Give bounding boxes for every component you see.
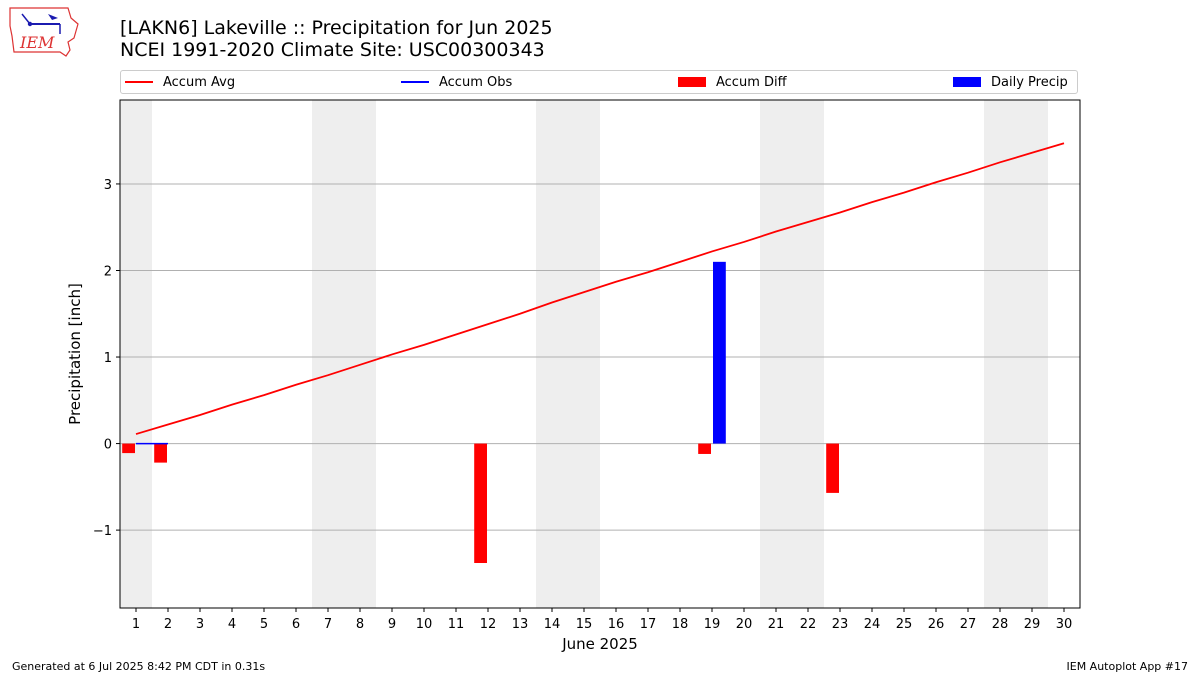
x-tick-label-24: 24: [864, 617, 881, 632]
weekend-band-21: [760, 100, 792, 608]
accum-diff-bar-12: [474, 443, 487, 563]
x-tick-label-3: 3: [196, 617, 204, 632]
legend-swatch-accum-diff: [678, 77, 706, 87]
x-tick-label-8: 8: [356, 617, 364, 632]
y-tick-label-3: 3: [104, 178, 112, 193]
x-tick-label-27: 27: [960, 617, 977, 632]
accum-diff-bar-1: [122, 443, 135, 454]
x-tick-label-1: 1: [132, 617, 140, 632]
x-tick-label-14: 14: [544, 617, 561, 632]
x-tick-label-18: 18: [672, 617, 689, 632]
weekend-band-8: [344, 100, 376, 608]
x-tick-label-25: 25: [896, 617, 913, 632]
legend-item-daily-precip: Daily Precip: [953, 71, 1068, 93]
x-tick-label-21: 21: [768, 617, 785, 632]
x-tick-label-15: 15: [576, 617, 593, 632]
generated-timestamp: Generated at 6 Jul 2025 8:42 PM CDT in 0…: [12, 660, 266, 673]
x-tick-label-2: 2: [164, 617, 172, 632]
x-tick-label-13: 13: [512, 617, 529, 632]
x-tick-label-26: 26: [928, 617, 945, 632]
x-tick-label-16: 16: [608, 617, 625, 632]
x-tick-label-11: 11: [448, 617, 465, 632]
weekend-band-1: [120, 100, 152, 608]
weekend-band-15: [568, 100, 600, 608]
weekend-band-28: [984, 100, 1016, 608]
legend-swatch-daily-precip: [953, 77, 981, 87]
x-tick-label-9: 9: [388, 617, 396, 632]
x-tick-label-19: 19: [704, 617, 721, 632]
accum-diff-bar-23: [826, 443, 839, 493]
y-tick-label-0: 0: [104, 438, 112, 453]
weekend-band-7: [312, 100, 344, 608]
weekend-band-22: [792, 100, 824, 608]
x-tick-label-29: 29: [1024, 617, 1041, 632]
accum-avg-line: [135, 142, 1065, 435]
accum-diff-bar-2: [154, 443, 167, 463]
plot-frame: [119, 99, 1081, 609]
legend-label-accum-diff: Accum Diff: [716, 74, 787, 90]
y-axis-label: Precipitation [inch]: [66, 283, 84, 425]
y-tick-label-2: 2: [104, 264, 112, 279]
x-tick-label-4: 4: [228, 617, 236, 632]
chart-legend: Accum Avg Accum Obs Accum Diff Daily Pre…: [120, 70, 1078, 94]
x-tick-label-30: 30: [1056, 617, 1073, 632]
legend-item-accum-obs: Accum Obs: [401, 71, 512, 93]
accum-diff-bar-19: [698, 443, 711, 454]
logo-text: IEM: [19, 33, 55, 52]
legend-item-accum-avg: Accum Avg: [125, 71, 235, 93]
y-tick-label-1: 1: [104, 351, 112, 366]
x-tick-label-20: 20: [736, 617, 753, 632]
legend-label-accum-avg: Accum Avg: [163, 74, 236, 90]
weekend-band-29: [1016, 100, 1048, 608]
daily-precip-bar-19: [713, 261, 726, 444]
legend-swatch-accum-avg: [125, 81, 153, 83]
autoplot-app-label: IEM Autoplot App #17: [1066, 660, 1189, 673]
x-tick-label-22: 22: [800, 617, 817, 632]
legend-label-accum-obs: Accum Obs: [439, 74, 513, 90]
x-tick-label-12: 12: [480, 617, 497, 632]
x-tick-label-28: 28: [992, 617, 1009, 632]
weekend-band-14: [536, 100, 568, 608]
x-tick-label-23: 23: [832, 617, 849, 632]
x-tick-label-17: 17: [640, 617, 657, 632]
y-tick-label--1: −1: [93, 524, 112, 539]
x-tick-label-10: 10: [416, 617, 433, 632]
x-tick-label-5: 5: [260, 617, 268, 632]
legend-label-daily-precip: Daily Precip: [991, 74, 1068, 90]
legend-swatch-accum-obs: [401, 81, 429, 83]
x-tick-label-6: 6: [292, 617, 300, 632]
title-line-2: NCEI 1991-2020 Climate Site: USC00300343: [120, 39, 545, 61]
x-axis-label: June 2025: [561, 635, 638, 653]
title-line-1: [LAKN6] Lakeville :: Precipitation for J…: [120, 17, 553, 39]
iem-logo: IEM: [9, 7, 79, 57]
x-tick-label-7: 7: [324, 617, 332, 632]
chart-title: [LAKN6] Lakeville :: Precipitation for J…: [120, 17, 553, 61]
legend-item-accum-diff: Accum Diff: [678, 71, 787, 93]
